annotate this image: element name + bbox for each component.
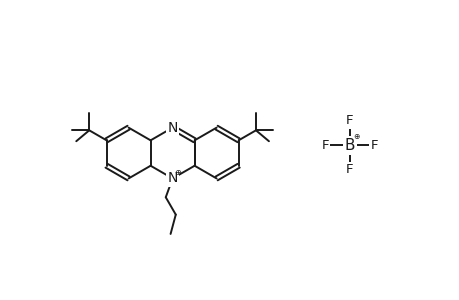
Text: N: N [167, 172, 178, 185]
Text: F: F [345, 164, 353, 176]
Text: ⊕: ⊕ [174, 168, 181, 177]
Text: F: F [321, 139, 328, 152]
Text: B: B [344, 138, 354, 153]
Text: N: N [167, 121, 178, 135]
Text: ⊕: ⊕ [353, 132, 359, 141]
Text: F: F [370, 139, 377, 152]
Text: F: F [345, 114, 353, 127]
